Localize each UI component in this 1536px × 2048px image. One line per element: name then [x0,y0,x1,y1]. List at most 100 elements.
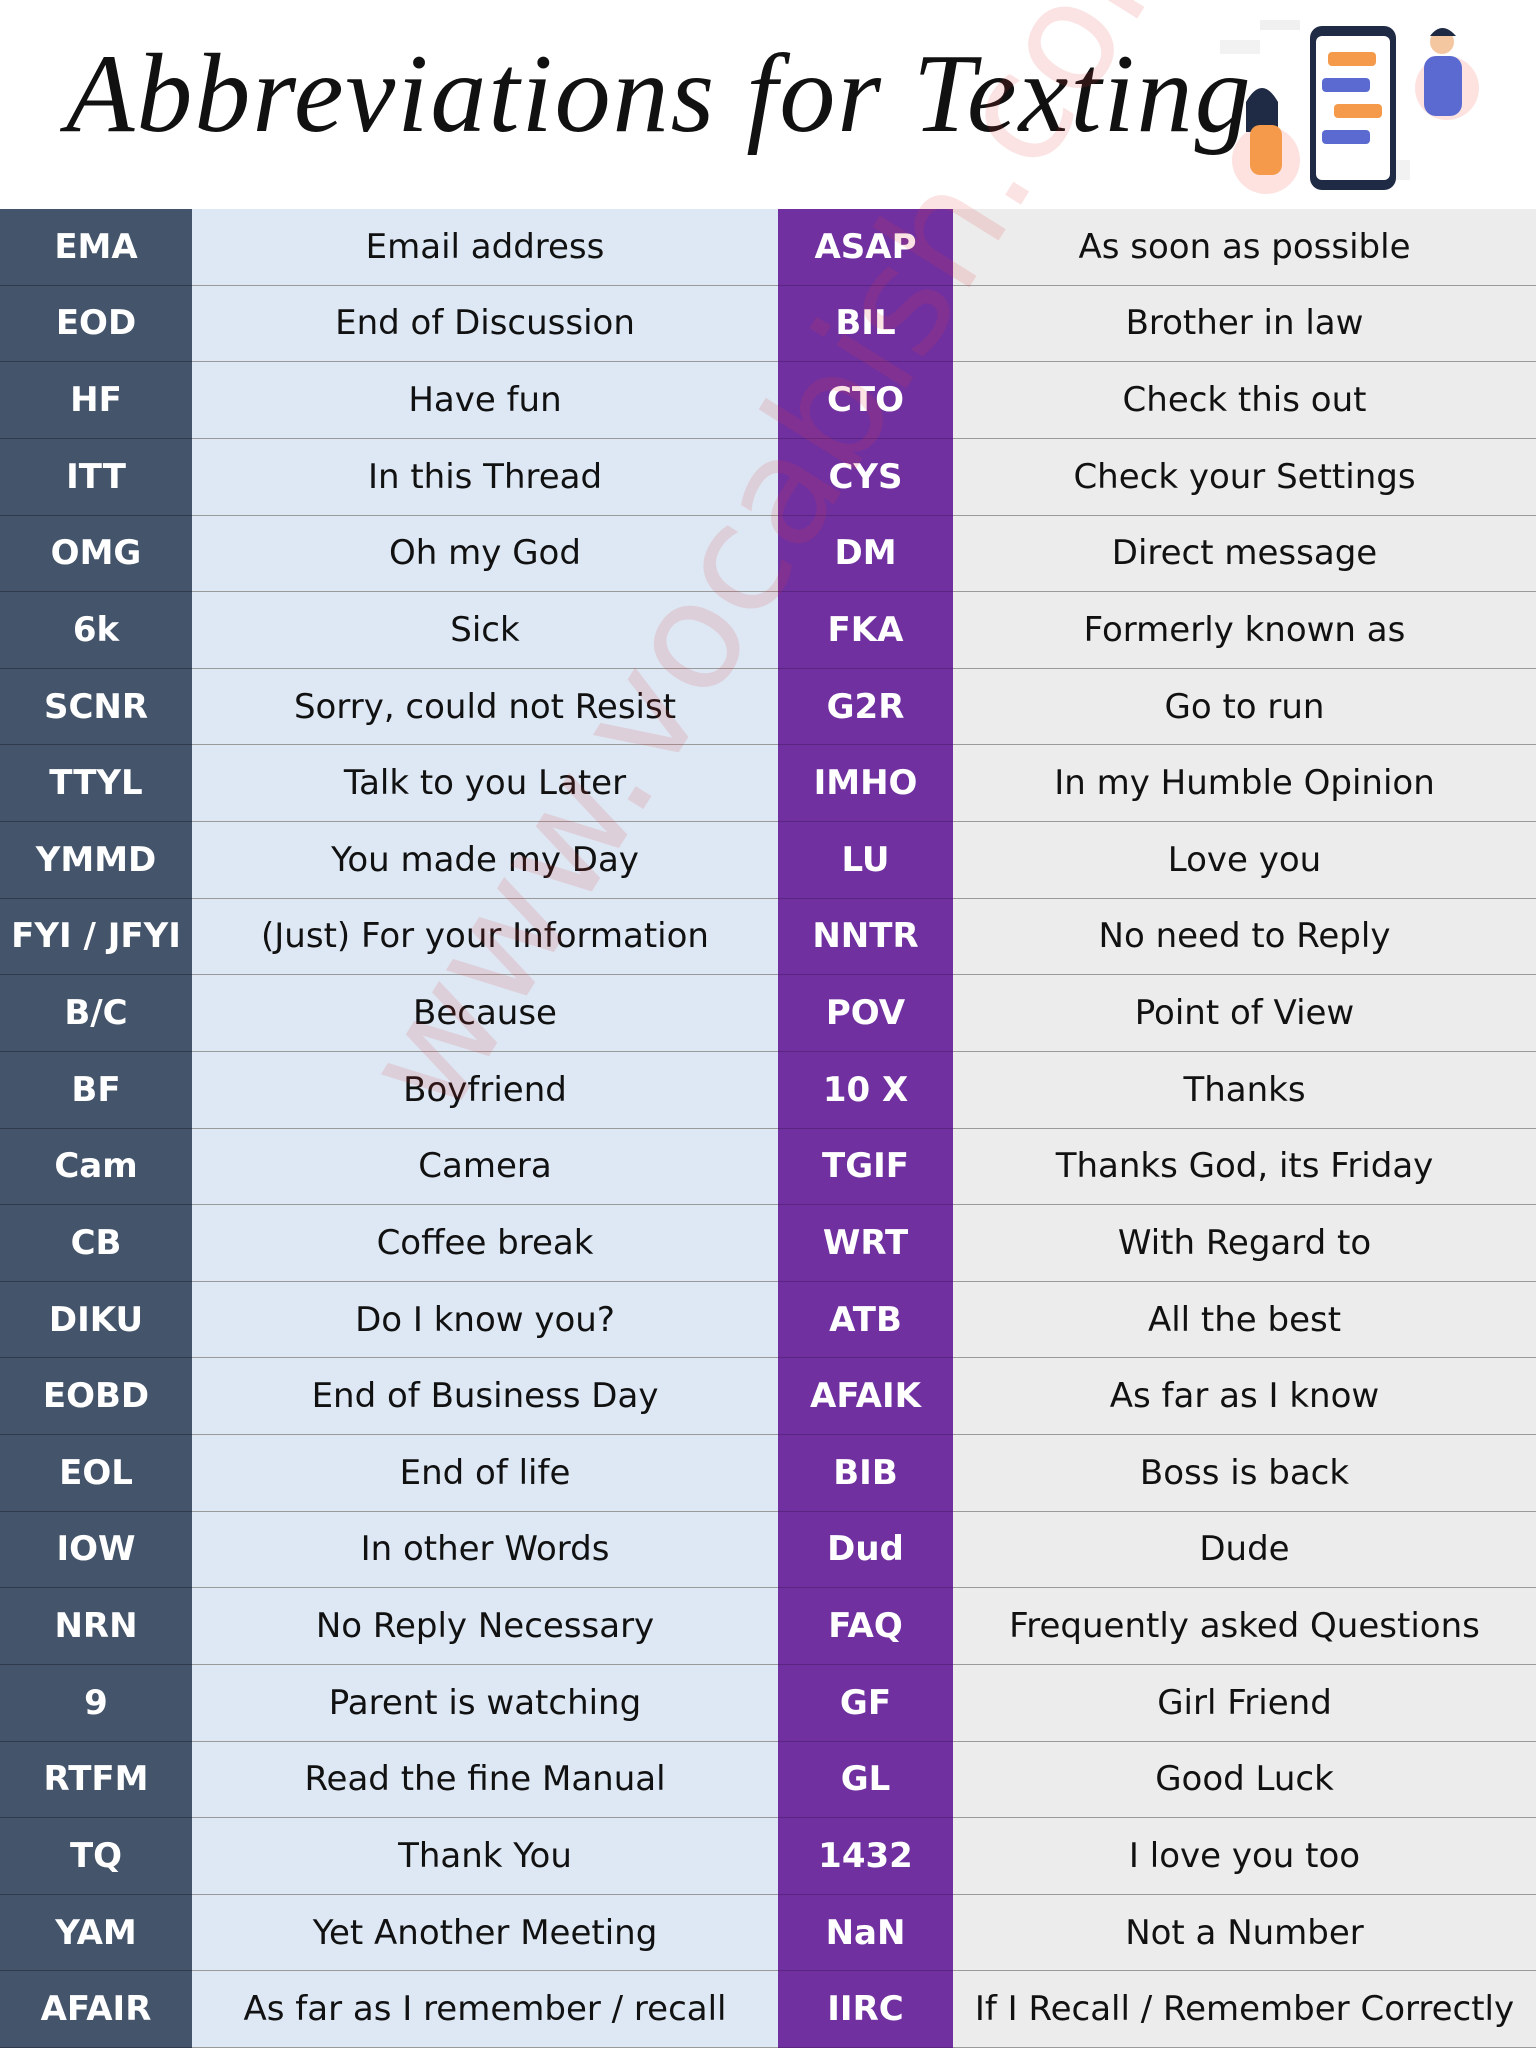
meaning: In this Thread [192,438,778,516]
abbreviation: WRT [778,1205,953,1282]
meaning: Dude [953,1511,1536,1589]
meaning: I love you too [953,1818,1536,1895]
abbreviation: 10 X [778,1051,953,1129]
abbreviation: FYI / JFYI [0,898,192,976]
abbreviation: IIRC [778,1971,953,2048]
meaning: Because [192,975,778,1052]
meaning: If I Recall / Remember Correctly [953,1971,1536,2048]
meaning: Thank You [192,1818,778,1895]
abbreviation: AFAIR [0,1971,192,2048]
abbreviation: 9 [0,1664,192,1742]
meaning: Sick [192,592,778,669]
meaning: Camera [192,1128,778,1206]
meaning: Thanks God, its Friday [953,1128,1536,1206]
abbreviation: ATB [778,1281,953,1359]
meaning: Do I know you? [192,1281,778,1359]
meaning: All the best [953,1281,1536,1359]
abbreviation: GL [778,1741,953,1819]
abbreviation: Cam [0,1128,192,1206]
abbreviation: 6k [0,592,192,669]
meaning: Brother in law [953,285,1536,363]
abbreviation: NNTR [778,898,953,976]
abbreviation: 1432 [778,1818,953,1895]
abbreviation: CB [0,1205,192,1282]
header: Abbreviations for Texting [0,0,1536,209]
meaning: Check this out [953,362,1536,439]
abbreviation: FAQ [778,1588,953,1665]
abbreviation: YAM [0,1894,192,1972]
meaning: Frequently asked Questions [953,1588,1536,1665]
abbreviation: DM [778,515,953,593]
abbreviation: DIKU [0,1281,192,1359]
meaning: Go to run [953,668,1536,746]
meaning: No need to Reply [953,898,1536,976]
meaning: In other Words [192,1511,778,1589]
meaning: Email address [192,209,778,286]
meaning: With Regard to [953,1205,1536,1282]
meaning: End of Discussion [192,285,778,363]
meaning: Yet Another Meeting [192,1894,778,1972]
meaning: End of Business Day [192,1358,778,1435]
meaning: As far as I remember / recall [192,1971,778,2048]
abbreviation: ASAP [778,209,953,286]
meaning: Have fun [192,362,778,439]
abbreviation: FKA [778,592,953,669]
title: Abbreviations for Texting [66,32,1253,156]
abbreviation: NRN [0,1588,192,1665]
abbreviation: GF [778,1664,953,1742]
meaning: Parent is watching [192,1664,778,1742]
abbreviation: CYS [778,438,953,516]
abbreviation: NaN [778,1894,953,1972]
illustration [1220,20,1479,194]
abbreviation: BF [0,1051,192,1129]
meaning: (Just) For your Information [192,898,778,976]
abbreviation: EMA [0,209,192,286]
abbreviation: B/C [0,975,192,1052]
meaning: Direct message [953,515,1536,593]
meaning: Good Luck [953,1741,1536,1819]
abbreviation-table: EMA Email address ASAP As soon as possible E… [0,209,1536,2048]
meaning: Girl Friend [953,1664,1536,1742]
meaning: End of life [192,1435,778,1512]
meaning: Sorry, could not Resist [192,668,778,746]
abbreviation: EOBD [0,1358,192,1435]
abbreviation: BIL [778,285,953,363]
abbreviation: RTFM [0,1741,192,1819]
meaning: Boss is back [953,1435,1536,1512]
meaning: Check your Settings [953,438,1536,516]
abbreviation: LU [778,822,953,899]
abbreviation: BIB [778,1435,953,1512]
abbreviation: POV [778,975,953,1052]
abbreviation: IMHO [778,745,953,822]
abbreviation: CTO [778,362,953,439]
abbreviation: HF [0,362,192,439]
meaning: As soon as possible [953,209,1536,286]
abbreviation: G2R [778,668,953,746]
meaning: Boyfriend [192,1051,778,1129]
meaning: In my Humble Opinion [953,745,1536,822]
abbreviation: SCNR [0,668,192,746]
abbreviation: AFAIK [778,1358,953,1435]
abbreviation: YMMD [0,822,192,899]
abbreviation: IOW [0,1511,192,1589]
meaning: Thanks [953,1051,1536,1129]
meaning: You made my Day [192,822,778,899]
abbreviation: TGIF [778,1128,953,1206]
abbreviation: TQ [0,1818,192,1895]
meaning: Love you [953,822,1536,899]
meaning: Formerly known as [953,592,1536,669]
meaning: No Reply Necessary [192,1588,778,1665]
meaning: As far as I know [953,1358,1536,1435]
meaning: Coffee break [192,1205,778,1282]
abbreviation: TTYL [0,745,192,822]
abbreviation: ITT [0,438,192,516]
meaning: Oh my God [192,515,778,593]
abbreviation: Dud [778,1511,953,1589]
meaning: Point of View [953,975,1536,1052]
meaning: Not a Number [953,1894,1536,1972]
abbreviation: OMG [0,515,192,593]
meaning: Talk to you Later [192,745,778,822]
abbreviation: EOL [0,1435,192,1512]
meaning: Read the fine Manual [192,1741,778,1819]
